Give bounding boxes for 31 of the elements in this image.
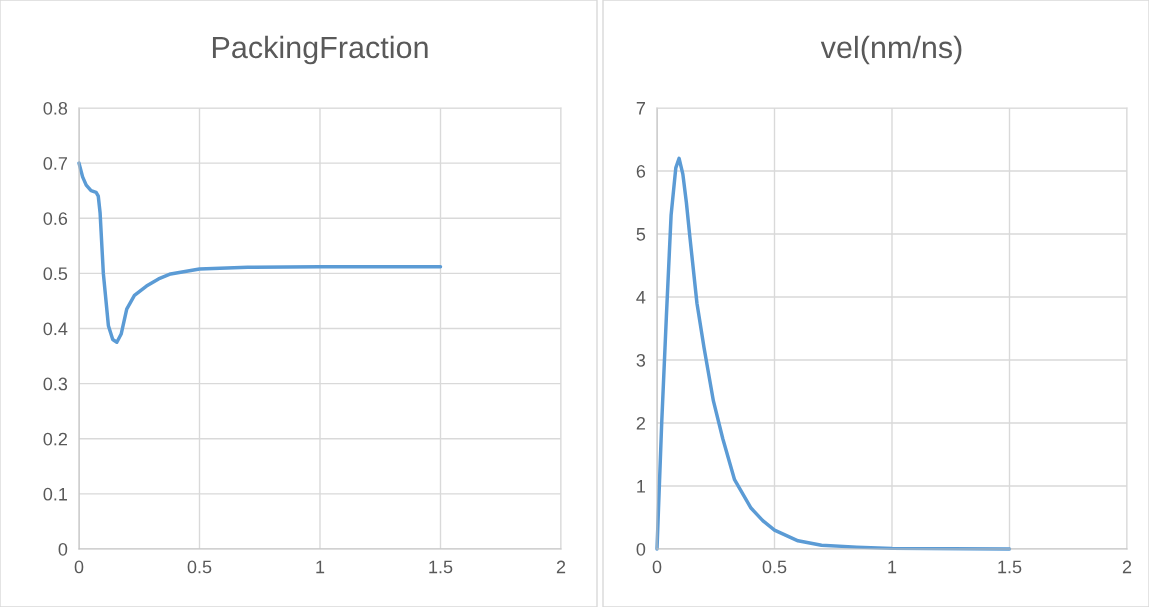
line-series	[77, 161, 443, 345]
y-tick-label: 0.1	[43, 487, 68, 501]
x-tick-label: 2	[1122, 560, 1132, 574]
x-tick-label: 0.5	[187, 560, 212, 574]
y-tick-label: 5	[636, 228, 646, 241]
y-tick-label: 7	[636, 102, 645, 115]
y-tick-label: 3	[636, 353, 646, 367]
x-tick-label: 1	[316, 560, 325, 574]
y-tick-label: 0.3	[43, 377, 68, 391]
y-tick-label: 2	[636, 416, 645, 430]
y-tick-label: 0.8	[43, 101, 68, 115]
y-tick-label: 6	[636, 164, 646, 178]
y-tick-label: 0.7	[43, 157, 67, 170]
x-tick-label: 1.5	[998, 560, 1022, 574]
x-tick-label: 0	[74, 560, 84, 574]
chart-title: vel(nm/ns)	[820, 35, 962, 65]
x-tick-label: 1.5	[429, 560, 453, 574]
chart-title: PackingFraction	[212, 35, 428, 65]
y-tick-label: 0	[636, 542, 646, 556]
y-tick-label: 0.5	[43, 267, 68, 281]
x-tick-label: 2	[556, 560, 566, 574]
y-tick-label: 4	[636, 291, 646, 304]
line-series	[655, 156, 1012, 551]
y-tick-label: 1	[637, 480, 646, 493]
x-tick-label: 0.5	[762, 560, 787, 574]
y-tick-label: 0	[58, 542, 68, 556]
y-tick-label: 0.6	[43, 212, 68, 225]
y-tick-label: 0.2	[43, 432, 67, 446]
y-tick-label: 0.4	[43, 322, 68, 336]
x-tick-label: 1	[888, 560, 897, 574]
x-tick-label: 0	[652, 560, 662, 574]
